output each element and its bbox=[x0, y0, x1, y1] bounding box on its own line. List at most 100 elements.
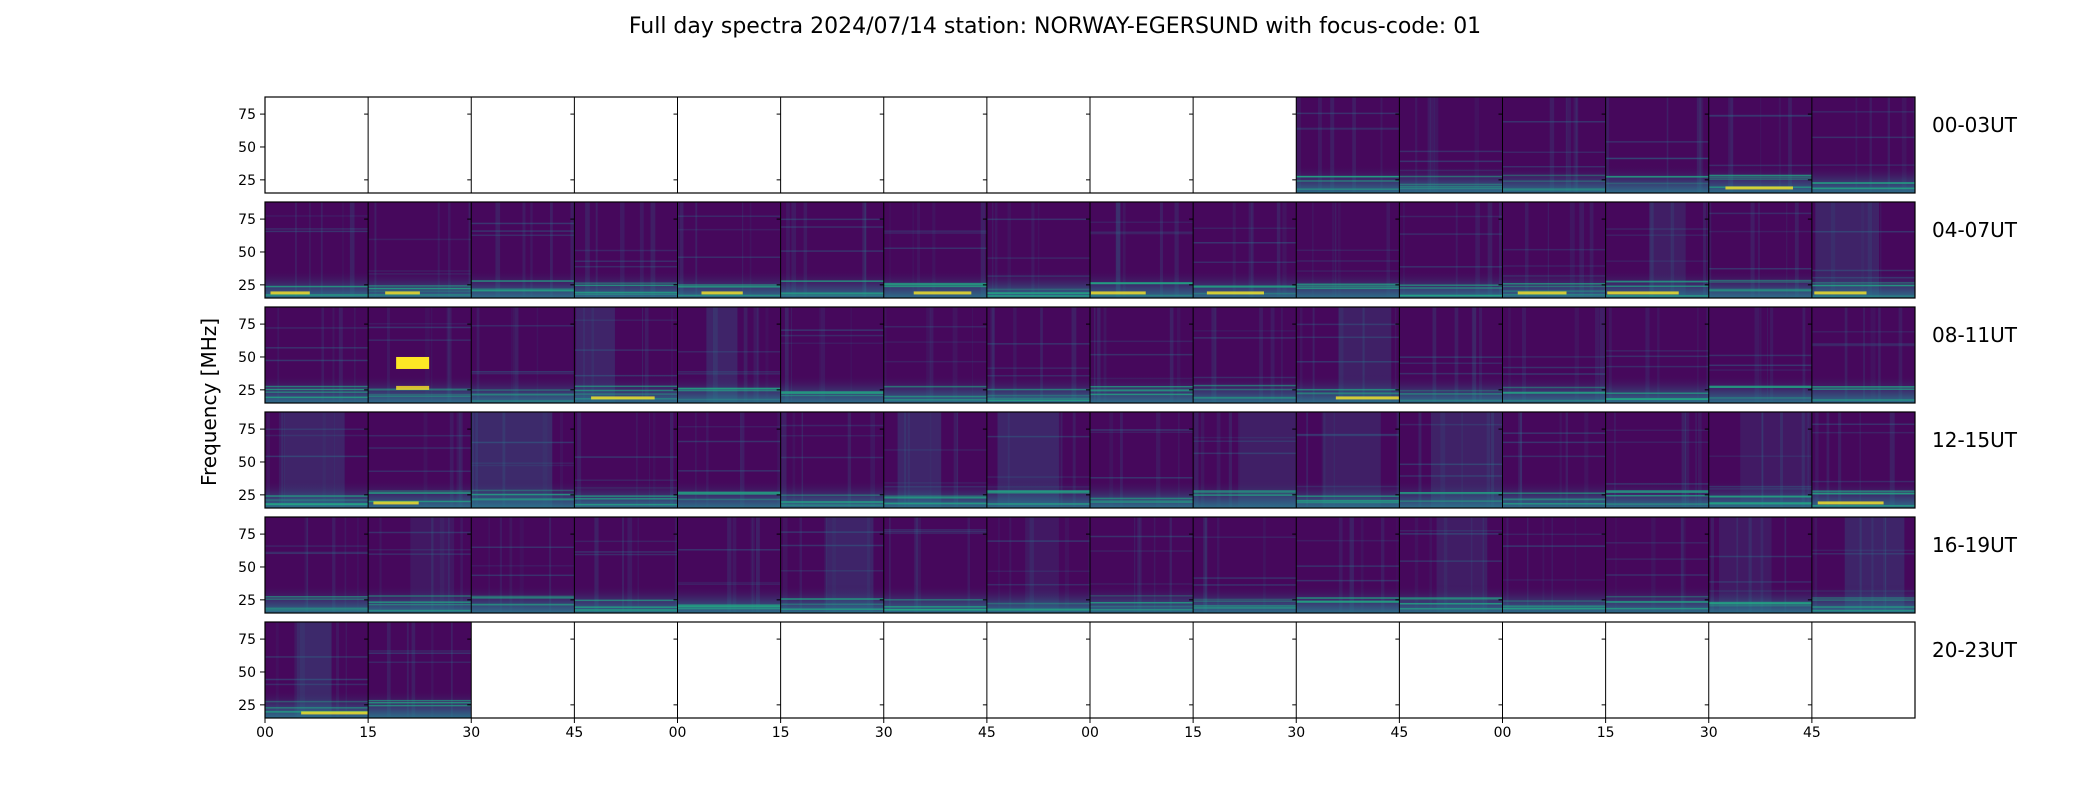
spectrum-panel bbox=[265, 412, 369, 508]
spectrum-panel bbox=[368, 517, 472, 613]
spectrum-panel bbox=[265, 517, 369, 613]
spectrum-panel bbox=[368, 202, 474, 298]
x-tick-label: 15 bbox=[1597, 725, 1615, 741]
y-tick-label: 75 bbox=[238, 212, 256, 228]
y-tick-label: 75 bbox=[238, 422, 256, 438]
spectrum-panel bbox=[574, 307, 678, 403]
x-tick-label: 45 bbox=[1390, 725, 1408, 741]
spectrum-panel bbox=[1090, 307, 1194, 403]
spectrum-panel bbox=[574, 97, 678, 193]
y-axis-label: Frequency [MHz] bbox=[197, 318, 221, 486]
spectrum-panel bbox=[1708, 517, 1812, 613]
spectrum-panel bbox=[1605, 412, 1709, 508]
spectrum-panel bbox=[574, 517, 680, 613]
spectrum-panel bbox=[1296, 97, 1400, 193]
spectrum-panel bbox=[883, 517, 987, 613]
x-tick-label: 30 bbox=[1700, 725, 1718, 741]
spectrum-panel bbox=[677, 97, 781, 193]
spectrum-panel bbox=[780, 622, 884, 718]
spectrum-panel bbox=[1811, 517, 1915, 613]
y-tick-label: 50 bbox=[238, 665, 256, 681]
y-tick-label: 25 bbox=[238, 698, 256, 714]
spectrum-panel bbox=[883, 307, 987, 403]
spectrum-panel bbox=[1090, 97, 1194, 193]
row-label: 08-11UT bbox=[1932, 323, 2018, 347]
y-tick-label: 25 bbox=[238, 488, 256, 504]
row-label: 12-15UT bbox=[1932, 428, 2018, 452]
row-04-07UT: 25 50 75 04-07UT bbox=[238, 201, 2018, 299]
spectrum-panel bbox=[368, 412, 472, 508]
spectrum-panel bbox=[1811, 412, 1915, 508]
spectrum-panel bbox=[1708, 622, 1812, 718]
x-tick-label: 00 bbox=[1081, 725, 1099, 741]
spectrum-panel bbox=[1090, 622, 1194, 718]
spectrum-panel bbox=[1605, 622, 1709, 718]
row-12-15UT: 25 50 75 12-15UT bbox=[238, 411, 2018, 509]
y-tick-label: 75 bbox=[238, 317, 256, 333]
spectrum-panel bbox=[471, 97, 575, 193]
y-tick-label: 50 bbox=[238, 140, 256, 156]
x-tick-label: 15 bbox=[359, 725, 377, 741]
spectrum-panel bbox=[986, 412, 1090, 508]
spectrum-panel bbox=[1605, 307, 1711, 403]
spectrum-panel bbox=[1605, 97, 1709, 193]
spectrum-panel bbox=[1399, 412, 1505, 508]
spectrum-panel bbox=[265, 202, 369, 298]
bright-feature bbox=[396, 385, 430, 390]
y-tick-label: 75 bbox=[238, 632, 256, 648]
spectrum-panel bbox=[574, 202, 678, 298]
row-label: 16-19UT bbox=[1932, 533, 2018, 557]
spectrum-panel bbox=[883, 412, 987, 508]
spectrum-panel bbox=[780, 307, 884, 403]
row-label: 20-23UT bbox=[1932, 638, 2018, 662]
spectrum-panel bbox=[265, 307, 369, 403]
row-label: 04-07UT bbox=[1932, 218, 2018, 242]
spectrum-panel bbox=[1296, 622, 1400, 718]
spectrum-panel bbox=[471, 412, 575, 508]
spectrum-panel bbox=[1605, 202, 1711, 298]
spectrum-panel bbox=[1502, 622, 1606, 718]
spectrum-panel bbox=[1296, 307, 1405, 403]
y-tick-label: 75 bbox=[238, 527, 256, 543]
spectrum-panel bbox=[1399, 202, 1503, 298]
spectrum-panel bbox=[1708, 307, 1812, 403]
row-00-03UT: 25 50 75 00-03UT bbox=[238, 96, 2018, 194]
y-tick-label: 25 bbox=[238, 278, 256, 294]
spectrum-panel bbox=[471, 517, 575, 613]
spectrum-panel bbox=[677, 412, 783, 508]
spectrum-panel bbox=[986, 307, 1090, 403]
y-tick-label: 25 bbox=[238, 593, 256, 609]
x-tick-label: 30 bbox=[875, 725, 893, 741]
spectrum-panel bbox=[1193, 412, 1313, 508]
spectrum-panel bbox=[986, 202, 1090, 298]
spectrum-panel bbox=[1090, 412, 1194, 508]
spectrum-panel bbox=[1193, 517, 1297, 613]
spectrum-panel bbox=[1708, 412, 1817, 508]
spectrum-panel bbox=[883, 622, 987, 718]
spectrum-panel bbox=[677, 517, 781, 613]
spectrum-panel bbox=[265, 622, 369, 718]
row-08-11UT: 25 50 75 08-11UT bbox=[238, 306, 2018, 404]
spectrum-panel bbox=[265, 97, 369, 193]
x-tick-label: 30 bbox=[462, 725, 480, 741]
spectrum-panel bbox=[1193, 622, 1297, 718]
spectrum-panel bbox=[1811, 97, 1915, 193]
spectrum-panel bbox=[1502, 97, 1606, 193]
spectrum-panel bbox=[1090, 517, 1194, 613]
x-tick-label: 15 bbox=[772, 725, 790, 741]
spectrum-panel bbox=[780, 202, 884, 298]
x-tick-label: 15 bbox=[1184, 725, 1202, 741]
spectrum-panel bbox=[677, 622, 781, 718]
spectrum-panel bbox=[1502, 202, 1606, 298]
spectrum-panel bbox=[1502, 307, 1606, 403]
spectrum-panel bbox=[677, 202, 781, 298]
spectrum-panel bbox=[471, 202, 575, 298]
spectrum-panel bbox=[1296, 517, 1400, 613]
spectrum-panel bbox=[780, 97, 884, 193]
x-tick-label: 45 bbox=[978, 725, 996, 741]
spectrum-panel bbox=[1193, 97, 1297, 193]
spectrum-panel bbox=[1708, 202, 1812, 298]
spectrum-panel bbox=[986, 517, 1093, 613]
row-16-19UT: 25 50 75 16-19UT bbox=[238, 516, 2018, 614]
